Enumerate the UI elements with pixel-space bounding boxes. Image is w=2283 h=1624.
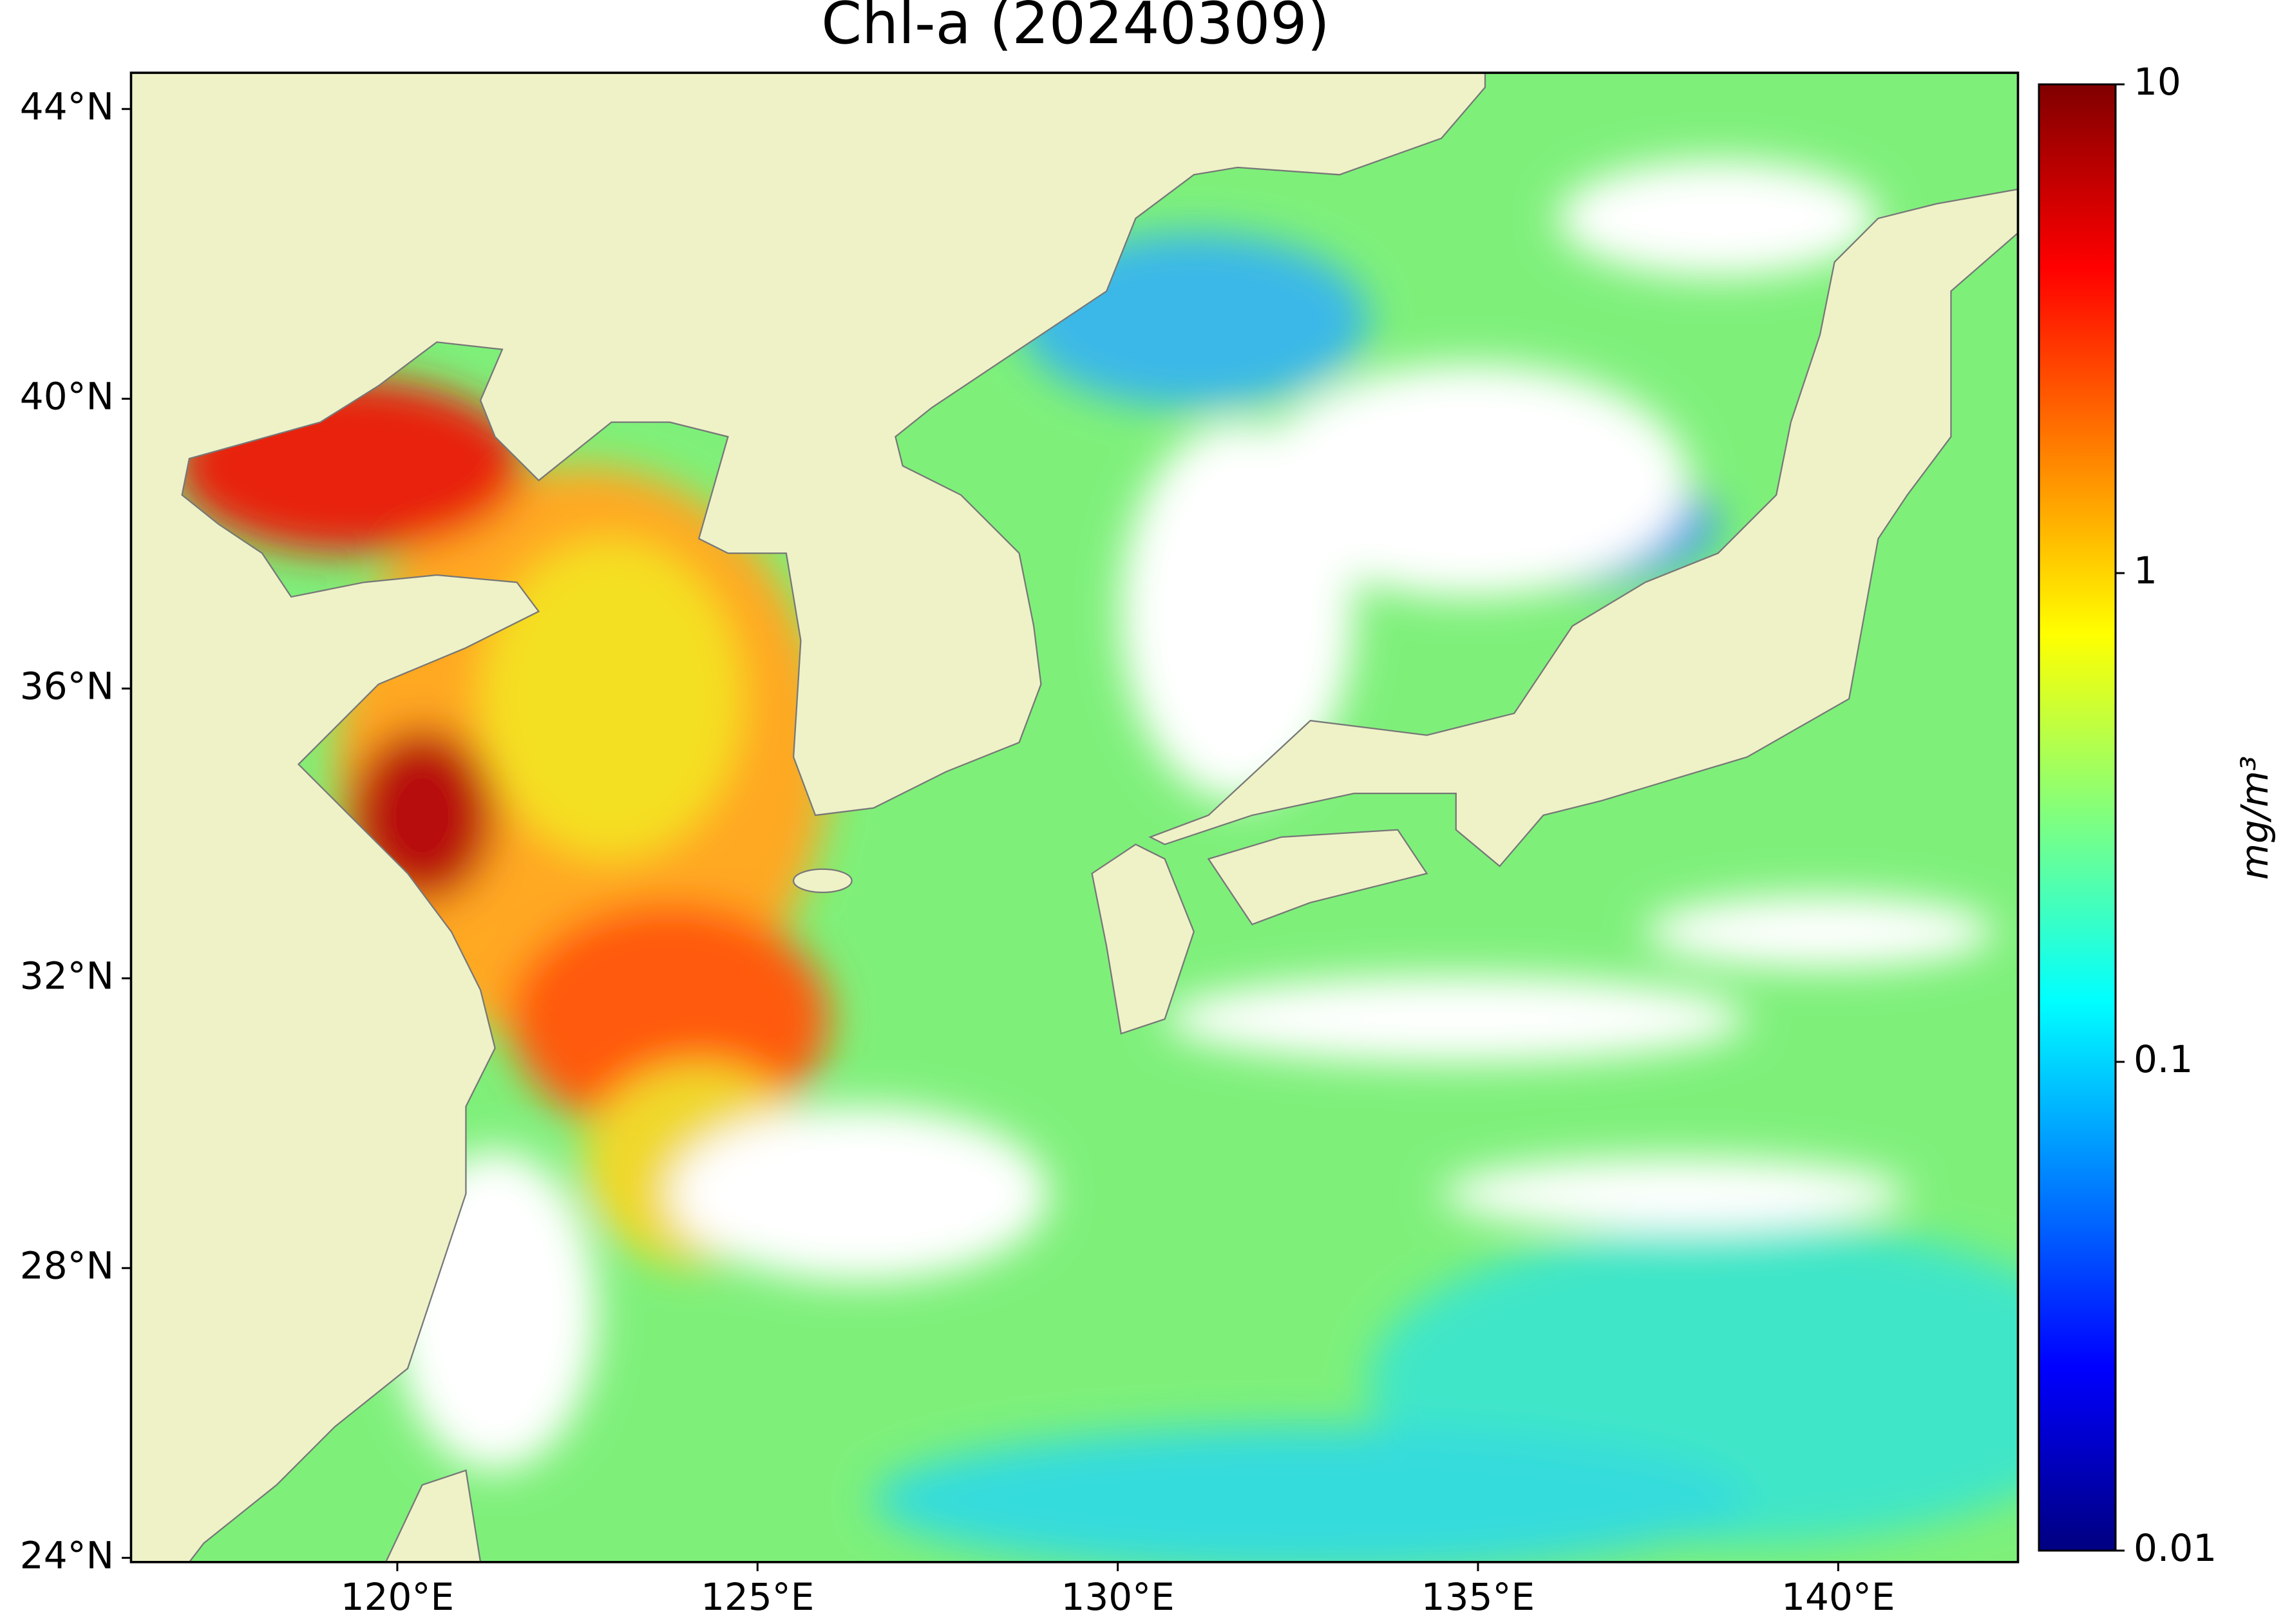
map-frame	[129, 71, 2020, 1563]
x-tick-label: 140°E	[1781, 1575, 1895, 1619]
y-tick-label: 32°N	[20, 954, 114, 997]
colorbar-tick-label: 10	[2134, 60, 2181, 104]
x-tick-label: 135°E	[1421, 1575, 1535, 1619]
y-tick-label: 40°N	[20, 374, 114, 418]
cloud	[1121, 422, 1354, 801]
kyushu	[1091, 843, 1195, 1035]
cloud	[1252, 364, 1689, 597]
cloud	[1441, 1157, 1908, 1231]
x-tick-label: 125°E	[701, 1575, 814, 1619]
cloud	[1164, 975, 1747, 1063]
cloud	[1558, 160, 1879, 277]
y-tick-label: 24°N	[20, 1533, 114, 1577]
patch	[873, 1426, 1747, 1562]
colorbar-tick-label: 0.1	[2134, 1037, 2193, 1081]
colorbar-label: mg/m³	[2233, 756, 2277, 880]
y-tick-label: 44°N	[20, 84, 114, 128]
shikoku	[1207, 829, 1428, 925]
japan	[1148, 188, 2019, 867]
cloud	[1645, 895, 1995, 968]
map-area	[129, 71, 2020, 1563]
colorbar-tick-label: 1	[2134, 549, 2157, 592]
colorbar-tick-label: 0.01	[2134, 1526, 2217, 1570]
y-tick-label: 28°N	[20, 1243, 114, 1287]
y-tick-label: 36°N	[20, 664, 114, 708]
concentration-patches	[182, 160, 2018, 1562]
chart-title: Chl-a (20240309)	[821, 0, 1329, 57]
x-tick-label: 130°E	[1061, 1575, 1174, 1619]
cloud	[669, 1106, 1048, 1281]
jeju	[793, 868, 853, 894]
colorbar	[2038, 83, 2117, 1552]
patch	[480, 538, 743, 859]
x-tick-label: 120°E	[341, 1575, 454, 1619]
